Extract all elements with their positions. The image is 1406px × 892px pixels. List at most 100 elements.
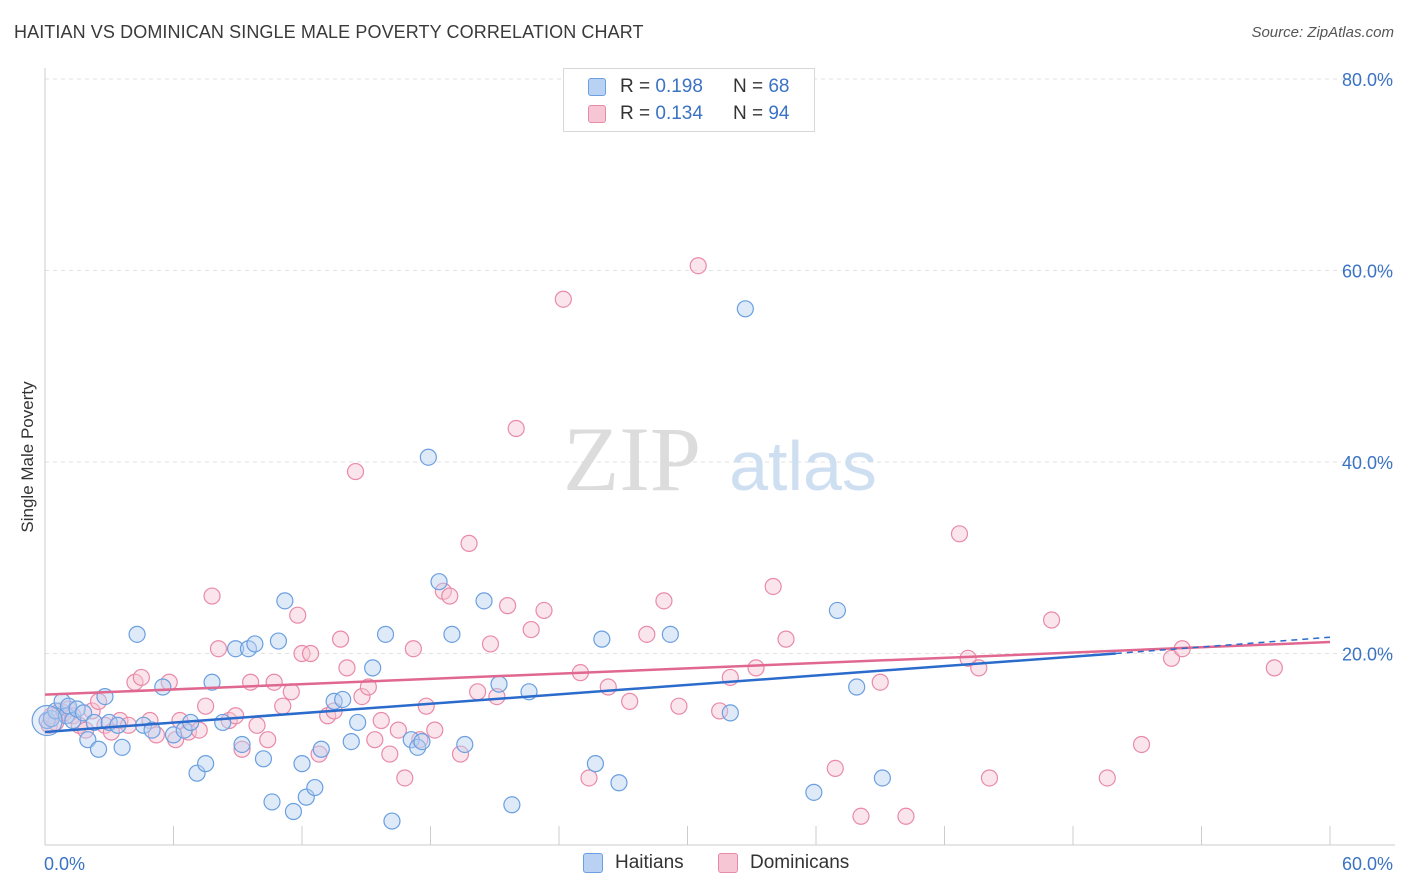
haitian-point — [419, 448, 437, 466]
haitian-point — [89, 740, 108, 758]
dominican-point — [396, 769, 414, 787]
haitian-point — [154, 678, 172, 696]
legend-n-value: 68 — [768, 76, 790, 97]
trend-lines — [44, 636, 1331, 734]
dominican-point — [554, 290, 572, 308]
haitian-point — [297, 788, 315, 806]
dominican-point — [469, 683, 487, 701]
legend-item-haitians[interactable]: Haitians — [583, 852, 684, 874]
haitian-point — [586, 755, 605, 773]
haitian-point — [269, 632, 288, 650]
haitian-point — [47, 702, 65, 720]
y-tick-label: 60.0% — [1342, 262, 1393, 282]
watermark-atlas: atlas — [729, 427, 877, 505]
dominican-point — [1132, 735, 1151, 754]
dominican-point — [233, 740, 251, 758]
dominican-point — [1042, 611, 1061, 629]
haitian-point — [227, 640, 245, 658]
haitian-point — [79, 731, 97, 749]
legend-row-haitians: R = 0.198 N = 68 — [588, 75, 789, 99]
dominican-point — [638, 625, 656, 643]
dominicans-swatch — [588, 105, 606, 123]
watermark: ZIP atlas — [563, 408, 877, 510]
haitian-point — [349, 713, 367, 732]
dominican-point — [1162, 649, 1181, 667]
dominican-point — [897, 807, 915, 825]
haitian-point — [246, 635, 264, 653]
dominican-point — [353, 687, 371, 706]
haitian-point — [610, 774, 628, 792]
haitian-point — [113, 738, 131, 756]
haitian-point — [263, 793, 281, 811]
dominican-point — [460, 534, 478, 552]
x-tick-label: 0.0% — [44, 854, 85, 874]
dominican-point — [274, 697, 292, 715]
dominican-point — [980, 769, 999, 787]
axes — [44, 68, 1395, 846]
haitian-trend-extension — [1115, 636, 1331, 655]
dominican-point — [655, 592, 673, 610]
dominican-point — [499, 597, 517, 615]
legend-label-dominicans: Dominicans — [750, 852, 850, 873]
dominican-point — [338, 659, 356, 677]
haitians-swatch — [588, 78, 606, 96]
dominican-point — [522, 620, 540, 639]
dominican-point — [507, 419, 525, 438]
y-tick-label: 80.0% — [1342, 70, 1393, 90]
haitian-point — [254, 750, 273, 768]
dominican-point — [580, 769, 598, 787]
dominican-point — [404, 640, 422, 658]
haitian-point — [456, 735, 474, 754]
dominican-point — [670, 697, 688, 715]
haitian-point — [188, 764, 206, 782]
legend-n-label: N = — [732, 76, 764, 97]
dominican-point — [203, 587, 221, 605]
dominican-point — [764, 577, 782, 596]
haitian-point — [805, 783, 823, 801]
dominican-point — [777, 630, 795, 648]
haitian-point — [214, 713, 232, 732]
haitian-point — [334, 690, 352, 709]
legend-row-dominicans: R = 0.134 N = 94 — [588, 102, 789, 126]
haitian-point — [413, 732, 431, 751]
dominican-point — [1265, 659, 1283, 677]
haitian-point — [430, 573, 448, 591]
haitian-trend-line — [44, 652, 1116, 734]
legend-r-value: 0.134 — [655, 103, 703, 124]
legend-n-label: N = — [732, 103, 764, 124]
haitian-point — [503, 796, 521, 814]
series-legend: Haitians Dominicans — [0, 852, 1406, 876]
dominican-point — [535, 601, 553, 620]
grid-lines — [45, 78, 1395, 654]
haitian-point — [74, 704, 93, 722]
dominican-point — [426, 721, 444, 739]
haitian-point — [143, 721, 161, 739]
haitian-point — [203, 673, 221, 691]
haitian-point — [593, 630, 611, 648]
chart-title: HAITIAN VS DOMINICAN SINGLE MALE POVERTY… — [14, 22, 644, 42]
haitian-point — [721, 704, 739, 722]
legend-r-label: R = — [620, 103, 651, 124]
dominican-point — [417, 697, 435, 715]
haitian-point — [364, 659, 382, 677]
watermark-zip: ZIP — [563, 408, 701, 510]
dominican-point — [826, 759, 844, 778]
haitian-point — [31, 704, 63, 737]
legend-item-dominicans[interactable]: Dominicans — [718, 852, 849, 874]
haitian-point — [284, 802, 303, 821]
legend-label-haitians: Haitians — [615, 852, 684, 873]
haitian-point — [233, 735, 251, 754]
haitians-swatch — [583, 853, 603, 873]
y-axis-label: Single Male Poverty — [18, 381, 37, 533]
haitian-point — [85, 713, 103, 732]
dominican-point — [372, 711, 390, 730]
legend-r-value: 0.198 — [655, 76, 703, 97]
data-points — [31, 257, 1283, 830]
dominican-point — [689, 257, 707, 275]
dominican-point — [381, 745, 399, 763]
haitian-point — [443, 625, 461, 643]
haitian-point — [342, 732, 360, 751]
haitian-point — [848, 678, 866, 696]
dominican-point — [747, 659, 765, 677]
dominican-point — [366, 731, 384, 749]
